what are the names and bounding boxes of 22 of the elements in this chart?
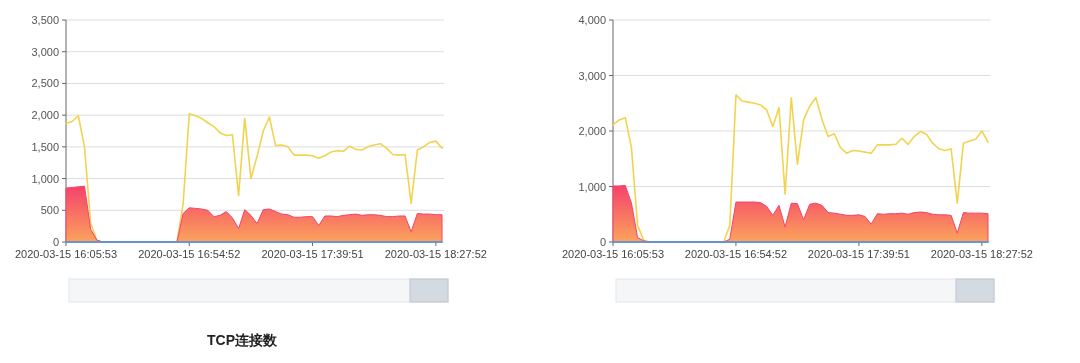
- ytick-label: 1,000: [578, 180, 606, 193]
- ytick-label: 0: [599, 236, 606, 248]
- ytick-label: 3,500: [31, 14, 59, 26]
- ytick-label: 2,000: [31, 109, 59, 122]
- ytick-label: 3,000: [578, 69, 606, 82]
- ytick-label: 0: [52, 236, 59, 248]
- xtick-label: 2020-03-15 16:54:52: [138, 248, 241, 260]
- ytick-label: 1,000: [31, 172, 59, 185]
- title: TCP连接数: [207, 332, 277, 348]
- xtick-label: 2020-03-15 16:05:53: [561, 248, 665, 260]
- ytick-label: 500: [40, 204, 59, 217]
- xtick-label: 2020-03-15 16:54:52: [684, 248, 788, 260]
- xtick-label: 2020-03-15 17:39:51: [807, 248, 910, 260]
- xtick-label: 2020-03-15 18:27:52: [384, 248, 487, 260]
- ytick-label: 4,000: [578, 14, 606, 26]
- xtick-label: 2020-03-15 17:39:51: [261, 248, 364, 260]
- ytick-label: 2,000: [578, 125, 606, 137]
- xtick-label: 2020-03-15 16:05:53: [14, 248, 118, 260]
- ytick-label: 3,000: [31, 45, 59, 58]
- xtick-label: 2020-03-15 18:27:52: [930, 248, 1033, 260]
- ytick-label: 2,500: [31, 77, 59, 90]
- ytick-label: 1,500: [31, 140, 59, 153]
